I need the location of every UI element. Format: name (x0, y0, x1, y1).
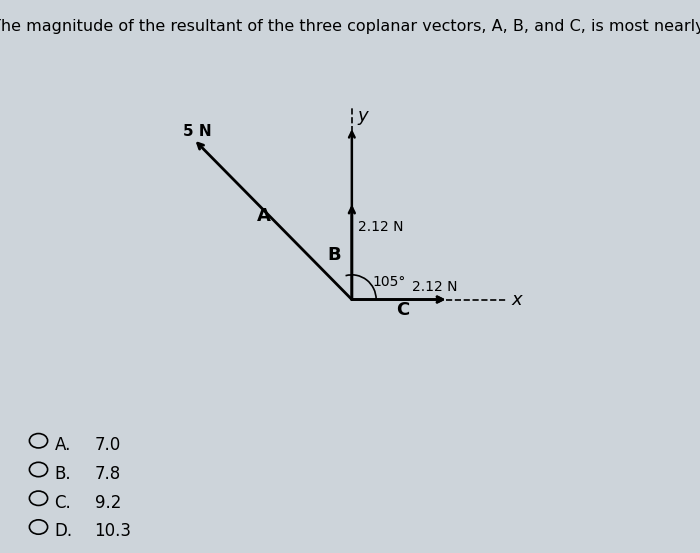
Text: A.: A. (55, 436, 71, 454)
Text: 7.0: 7.0 (94, 436, 120, 454)
Text: 2.12 N: 2.12 N (358, 220, 404, 234)
Text: The magnitude of the resultant of the three coplanar vectors, A, B, and C, is mo: The magnitude of the resultant of the th… (0, 19, 700, 34)
Text: 2.12 N: 2.12 N (412, 280, 458, 294)
Text: B.: B. (55, 465, 71, 483)
Text: 7.8: 7.8 (94, 465, 120, 483)
Text: 9.2: 9.2 (94, 494, 121, 512)
Text: x: x (511, 290, 522, 309)
Text: y: y (357, 107, 368, 124)
Text: 105°: 105° (372, 275, 406, 289)
Text: C: C (396, 301, 410, 319)
Text: C.: C. (55, 494, 71, 512)
Text: A: A (257, 207, 271, 225)
Text: 5 N: 5 N (183, 124, 212, 139)
Text: D.: D. (55, 523, 73, 540)
Text: B: B (328, 246, 341, 264)
Text: 10.3: 10.3 (94, 523, 132, 540)
